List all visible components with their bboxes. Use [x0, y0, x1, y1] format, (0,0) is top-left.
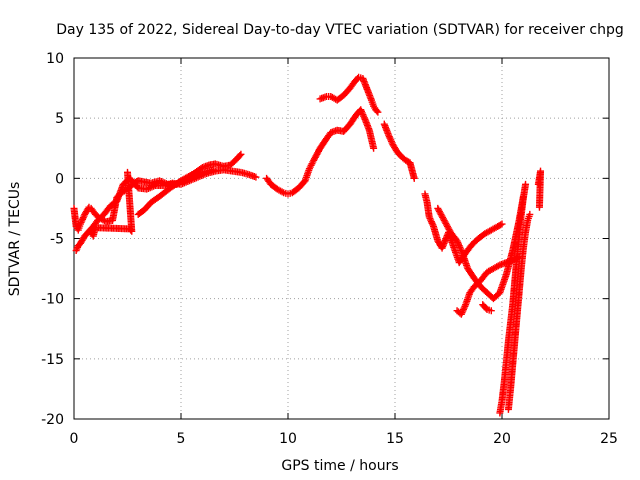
series-seg-mid-upper	[316, 73, 382, 116]
y-tick-label: -20	[41, 412, 64, 428]
data-point	[453, 237, 461, 245]
data-point	[426, 214, 434, 222]
data-point	[494, 262, 502, 270]
series-seg-late-left	[479, 301, 495, 315]
data-point	[79, 214, 87, 222]
data-point	[370, 144, 378, 152]
x-tick-label: 15	[386, 431, 404, 447]
series-seg-dots-early	[87, 168, 136, 240]
data-point	[458, 309, 466, 317]
data-point	[76, 220, 84, 228]
data-point	[186, 172, 194, 180]
data-point	[386, 134, 394, 142]
data-point	[425, 213, 433, 221]
y-tick-label: -15	[41, 352, 64, 368]
data-point	[388, 139, 396, 147]
data-point	[457, 310, 465, 318]
data-point	[428, 219, 436, 227]
data-point	[459, 307, 467, 315]
data-point	[209, 166, 217, 174]
data-point	[429, 221, 437, 229]
series-seg-steep-a	[496, 180, 530, 417]
data-point	[498, 220, 506, 228]
data-point	[461, 302, 469, 310]
series-seg-end	[534, 167, 545, 211]
data-point	[460, 304, 468, 312]
data-point	[387, 137, 395, 145]
data-point	[385, 133, 393, 141]
series-seg-post-peak	[380, 120, 418, 182]
data-point	[535, 203, 543, 211]
series-seg-mid-lower	[263, 106, 378, 198]
data-point	[359, 111, 367, 119]
data-point	[487, 307, 495, 315]
data-point	[387, 136, 395, 144]
data-point	[73, 245, 81, 253]
data-point	[360, 112, 368, 120]
data-point	[385, 131, 393, 139]
x-axis-label: GPS time / hours	[281, 458, 398, 474]
data-points	[70, 73, 545, 417]
data-point	[237, 150, 245, 158]
grid	[74, 58, 609, 419]
data-point	[357, 107, 365, 115]
data-point	[456, 243, 464, 251]
data-point	[454, 240, 462, 248]
y-tick-label: 0	[55, 171, 64, 187]
data-point	[80, 212, 88, 220]
data-point	[410, 174, 418, 182]
data-point	[427, 218, 435, 226]
data-point	[427, 216, 435, 224]
data-point	[522, 180, 530, 188]
data-point	[455, 242, 463, 250]
data-point	[454, 239, 462, 247]
series-seg-early-b	[72, 166, 260, 255]
data-point	[79, 215, 87, 223]
data-point	[360, 114, 368, 122]
chart-title: Day 135 of 2022, Sidereal Day-to-day VTE…	[56, 22, 624, 38]
x-tick-label: 0	[70, 431, 79, 447]
data-point	[124, 168, 131, 176]
x-tick-label: 20	[493, 431, 511, 447]
y-tick-label: -10	[41, 292, 64, 308]
data-point	[77, 218, 85, 226]
series-seg-lower-branch	[134, 166, 217, 218]
data-point	[72, 247, 80, 255]
data-point	[78, 217, 86, 225]
data-point	[457, 245, 465, 253]
series-seg-lower-hump	[434, 192, 527, 303]
tick-labels: 0 5 10 15 20 25 -20 -15 -10 -5 0 5 10	[41, 51, 618, 447]
y-axis-label: SDTVAR / TECUs	[7, 182, 23, 297]
data-point	[236, 151, 244, 159]
data-point	[497, 221, 505, 229]
y-tick-label: 5	[55, 111, 64, 127]
data-point	[373, 107, 381, 115]
x-tick-label: 5	[177, 431, 186, 447]
y-tick-label: 10	[46, 51, 64, 67]
data-point	[374, 108, 382, 116]
data-point	[459, 305, 467, 313]
data-point	[278, 188, 286, 196]
data-point	[357, 106, 365, 114]
data-point	[526, 210, 534, 218]
plot-frame	[73, 57, 610, 420]
x-tick-label: 25	[600, 431, 618, 447]
data-point	[252, 173, 260, 181]
y-tick-label: -5	[50, 232, 64, 248]
series-seg-steep-b	[504, 210, 534, 413]
data-point	[358, 109, 366, 117]
x-tick-label: 10	[279, 431, 297, 447]
